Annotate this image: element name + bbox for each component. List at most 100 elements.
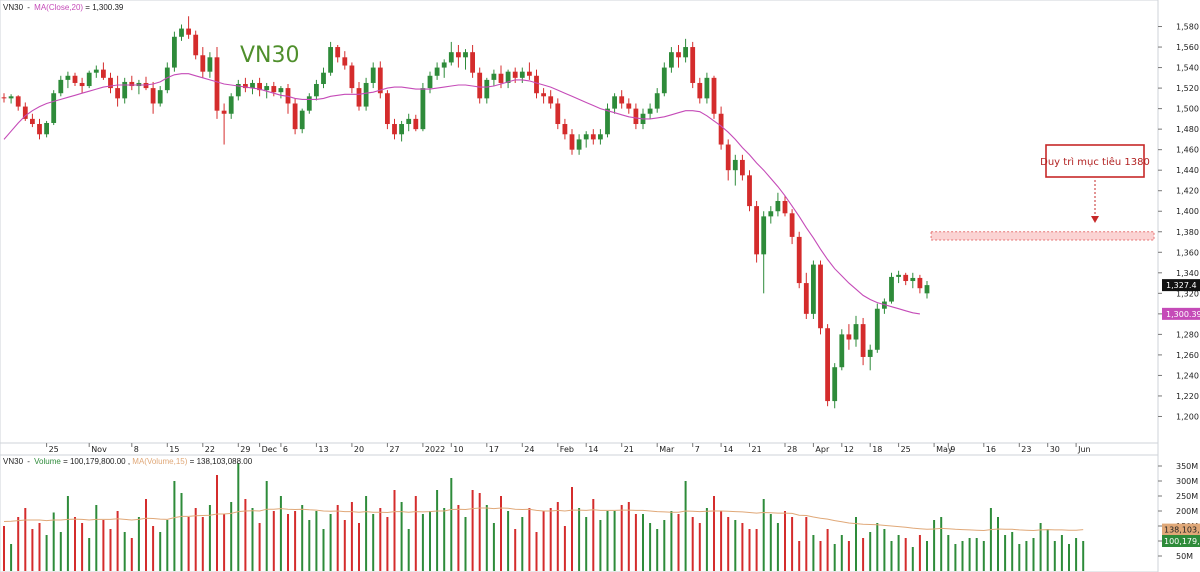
volume-bar [386,517,389,571]
candle [51,90,57,126]
candle-body [683,47,688,58]
annotation-box [1045,144,1145,178]
volume-last-badge [1162,535,1200,547]
candle [157,86,163,107]
volume-bar [194,508,197,571]
candle-body [718,113,724,145]
candle-body [427,75,433,89]
volume-bar [436,490,439,571]
volume-bar [258,523,261,571]
candle-body [235,83,241,97]
volume-bar [66,496,69,571]
candle-body [157,90,163,104]
volume-bar [95,505,98,571]
candle [186,16,191,39]
volume-bar [904,538,907,571]
candle-body [676,52,681,58]
price-y-tick-label: 1,460 [1176,146,1199,155]
volume-bar [308,520,311,571]
volume-bar [343,520,346,571]
volume-pane: 50M100M150M200M250M300M350M 138,103,0100… [0,454,1200,572]
volume-bar [833,544,836,571]
volume-bar [855,517,857,571]
candle [683,38,688,63]
volume-bar [748,529,751,571]
volume-bar [918,535,921,571]
volume-bar [947,535,950,571]
candle-body [86,72,92,87]
candle-body [392,124,397,135]
candle-body [399,124,404,135]
candle [718,106,724,150]
candle [179,24,184,41]
candle-body [534,75,539,94]
time-tick-label: 9 [950,445,955,454]
volume-bar [926,541,928,571]
candle [441,59,447,78]
candle [590,129,596,145]
candle-body [491,73,497,80]
candle [896,270,901,284]
price-y-tick-label: 1,400 [1176,207,1199,216]
volume-bar [876,523,879,571]
candle-body [207,57,213,72]
candle [349,62,355,94]
volume-bar [315,511,318,571]
candle [732,154,738,186]
candle-body [292,103,298,130]
candle [22,102,28,121]
candle [228,93,234,119]
time-tick-label: 17 [489,445,499,454]
candle-body [328,47,333,73]
candle-body [896,274,901,277]
candle-body [51,93,57,123]
candle [72,72,78,87]
candle-body [264,86,270,91]
volume-bar [755,529,758,571]
time-tick-label: 7 [695,445,700,454]
volume-bar [237,463,240,571]
volume-bar [613,511,616,571]
time-tick-label: Apr [815,445,830,454]
candle-body [924,285,930,294]
candle-body [789,213,795,237]
candle [129,75,135,91]
candle-body [569,134,575,150]
candle [860,317,866,366]
candle [839,329,845,371]
candle-body [214,57,220,111]
volume-bar [31,529,34,571]
candle-body [243,83,248,89]
volume-bar [798,541,801,571]
time-tick-label: Nov [91,445,107,454]
candle-body [853,324,859,340]
time-tick-label: Feb [560,445,574,454]
volume-bar [663,520,666,571]
candle-body [541,93,546,97]
volume-bar [1004,535,1007,571]
candle-body [37,124,42,135]
volume-bar [3,526,5,571]
time-axis: 25 Nov 8 15 22 29 Dec 6 13 20 27 2022 10 17 24 Feb 14 21 M… [0,442,1159,456]
candle [406,113,412,132]
volume-bar [634,514,637,571]
candle-body [356,88,362,107]
candle [555,98,561,130]
candle-body [860,324,866,357]
volume-bar [826,529,829,571]
candle [65,71,71,89]
volume-bar [450,478,453,571]
candle-body [917,277,923,289]
candle-body [164,67,170,91]
candle-body [633,108,639,125]
volume-bar [208,505,211,571]
time-tick-label: 10 [453,445,463,454]
candle-body [704,77,710,99]
candle-body [825,328,830,402]
candle [15,95,21,111]
candle [754,200,759,263]
candle-body [832,367,838,402]
candle [811,260,816,319]
candle [541,88,546,104]
